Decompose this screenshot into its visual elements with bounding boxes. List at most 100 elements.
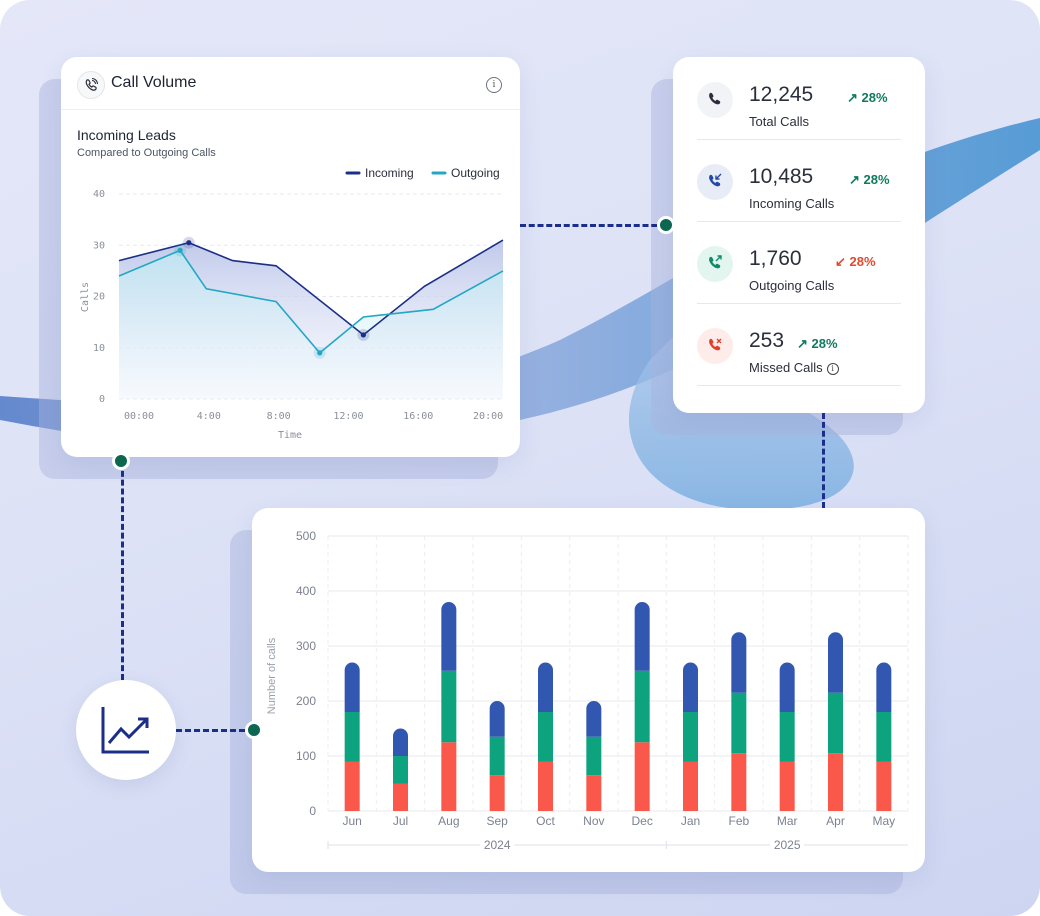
x-tick-label: 16:00	[403, 411, 433, 422]
call-volume-card: Call Volume i Incoming Leads Compared to…	[61, 57, 520, 457]
bar-segment	[393, 728, 408, 756]
bar-chart: 0 100 200 300 400 500 Number of calls Jun Jul Aug…	[266, 529, 909, 856]
connector-line	[822, 413, 825, 508]
phone-incoming-icon	[697, 164, 733, 200]
stat-label: Incoming Calls	[749, 196, 835, 211]
data-point	[177, 247, 183, 253]
bar-segment	[779, 662, 795, 712]
chart-subtitle: Compared to Outgoing Calls	[77, 147, 216, 159]
bar-segment	[538, 662, 553, 712]
x-tick-label: Oct	[536, 814, 555, 828]
bar-segment	[489, 775, 505, 811]
bar-segment	[393, 756, 408, 784]
stat-missed-calls: 253 ↗ 28% Missed Calls i	[697, 303, 901, 386]
stat-delta: ↗ 28%	[797, 336, 838, 351]
bar-segment	[731, 632, 747, 693]
x-tick-label: May	[872, 814, 895, 828]
bar-segment	[731, 753, 747, 811]
data-point	[360, 332, 366, 338]
stat-label: Total Calls	[749, 114, 809, 129]
card-title: Call Volume	[111, 74, 197, 91]
x-tick-label: Feb	[728, 814, 749, 828]
legend-label: Incoming	[365, 166, 414, 180]
connector-node	[112, 452, 130, 470]
x-tick-label: Jul	[393, 814, 408, 828]
stat-value: 253	[749, 329, 785, 352]
bar-segment	[586, 775, 602, 811]
x-tick-label: Jan	[681, 814, 700, 828]
stat-label: Outgoing Calls	[749, 278, 835, 293]
stat-incoming-calls: 10,485 ↗ 28% Incoming Calls	[697, 139, 901, 222]
y-tick-label: 300	[296, 639, 316, 653]
bar-segment	[538, 712, 553, 762]
bar-segment	[683, 662, 698, 712]
y-tick-label: 400	[296, 584, 316, 598]
x-tick-label: Sep	[486, 814, 508, 828]
trend-badge	[76, 680, 176, 780]
call-stats-card: 12,245 ↗ 28% Total Calls 10,485 ↗ 28% In…	[673, 57, 925, 413]
group-label: 2024	[484, 838, 511, 852]
y-tick-label: 200	[296, 694, 316, 708]
y-tick-label: 10	[93, 343, 105, 354]
bar-segment	[344, 761, 360, 811]
bar-segment	[634, 670, 650, 743]
bar-segment	[683, 761, 698, 811]
stat-value: 10,485	[749, 165, 814, 188]
trend-up-icon: ↗	[849, 172, 860, 187]
y-tick-label: 0	[309, 804, 316, 818]
series-area	[119, 250, 503, 399]
x-tick-label: 00:00	[124, 411, 154, 422]
phone-missed-icon	[697, 328, 733, 364]
x-tick-label: 8:00	[267, 411, 291, 422]
info-icon[interactable]: i	[826, 363, 839, 375]
bar-segment	[344, 662, 360, 712]
group-label: 2025	[774, 838, 801, 852]
y-axis-label: Calls	[80, 282, 91, 312]
phone-outgoing-icon	[697, 246, 733, 282]
chart-title: Incoming Leads	[77, 127, 176, 143]
bar-segment	[489, 736, 505, 776]
bar-segment	[779, 761, 795, 811]
bar-segment	[538, 761, 553, 811]
connector-node	[657, 216, 675, 234]
bar-segment	[441, 742, 457, 811]
card-header: Call Volume i	[61, 57, 520, 110]
phone-icon	[697, 82, 733, 118]
data-point	[186, 240, 192, 246]
stat-outgoing-calls: 1,760 ↙ 28% Outgoing Calls	[697, 221, 901, 304]
stat-delta: ↙ 28%	[835, 254, 876, 269]
x-tick-label: Aug	[438, 814, 459, 828]
y-tick-label: 30	[93, 240, 105, 251]
trend-chart-icon	[101, 707, 149, 754]
bar-segment	[876, 662, 892, 712]
data-point	[317, 350, 323, 356]
y-tick-label: 0	[99, 394, 105, 405]
series-line	[118, 249, 504, 355]
bar-segment	[441, 670, 457, 743]
y-tick-label: 40	[93, 189, 105, 200]
line-chart: 0 10 20 30 40 00:00 4:00 8:00 12:00 16:00 20:00 Tim…	[80, 166, 504, 441]
connector-line	[520, 224, 666, 227]
info-icon[interactable]: i	[486, 77, 502, 93]
connector-line	[121, 462, 124, 680]
y-tick-label: 20	[93, 292, 105, 303]
y-tick-label: 100	[296, 749, 316, 763]
x-tick-label: Apr	[826, 814, 845, 828]
y-axis-label: Number of calls	[266, 637, 278, 714]
bar-segment	[634, 742, 650, 811]
bar-segment	[828, 692, 843, 754]
bar-segment	[731, 692, 747, 754]
bar-segment	[441, 602, 457, 671]
legend-label: Outgoing	[451, 166, 500, 180]
x-tick-label: Nov	[583, 814, 604, 828]
y-tick-label: 500	[296, 529, 316, 543]
bar-segment	[344, 712, 360, 762]
x-axis-label: Time	[278, 430, 302, 441]
trend-up-icon: ↗	[797, 336, 808, 351]
connector-line	[176, 729, 254, 732]
stat-label: Missed Calls i	[749, 360, 839, 375]
stat-delta: ↗ 28%	[849, 172, 890, 187]
phone-icon	[77, 71, 105, 99]
stat-delta: ↗ 28%	[847, 90, 888, 105]
